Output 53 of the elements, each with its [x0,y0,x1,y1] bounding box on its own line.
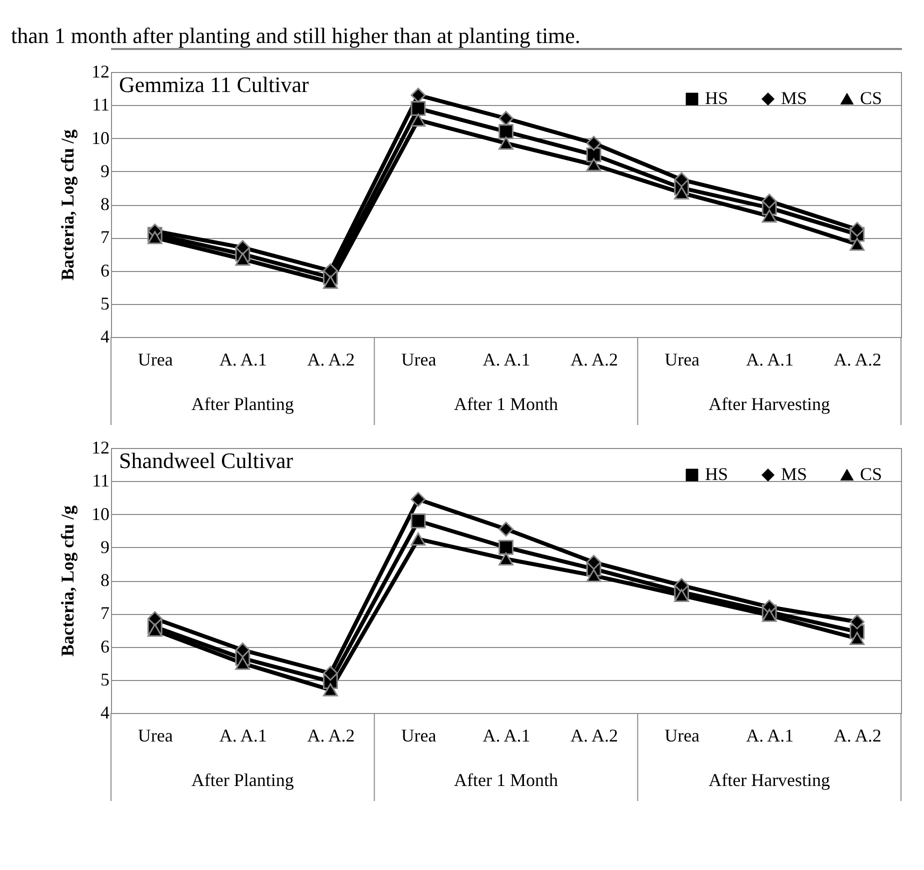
legend-label: HS [705,88,728,108]
x-tick-label: A. A.1 [482,350,530,370]
text: After 1 Month [454,770,558,790]
x-tick-label: Urea [401,726,436,746]
chart-title: Shandweel Cultivar [119,448,294,473]
y-tick-label: 7 [100,227,110,248]
legend-label: MS [781,464,808,484]
x-tick-label: A. A.1 [746,350,794,370]
text: After 1 Month [454,394,558,414]
text: After Planting [191,394,294,414]
x-tick-label: Urea [664,350,700,370]
y-tick-label: 10 [92,128,110,148]
y-tick-label: 12 [92,438,110,458]
x-tick-label: A. A.1 [746,726,794,746]
y-tick-label: 6 [100,636,110,656]
x-tick-label: A. A.2 [570,350,618,370]
y-tick-label: 5 [100,293,110,314]
text: After Harvesting [708,394,830,414]
y-tick-label: 4 [100,702,110,722]
y-tick-label: 6 [100,260,110,280]
x-tick-label: Urea [138,350,173,370]
y-axis-title: Bacteria, Log cfu /g [58,130,78,280]
y-tick-label: 9 [100,160,110,181]
x-tick-label: Urea [401,350,436,370]
x-tick-label: A. A.1 [219,350,267,370]
y-tick-label: 7 [100,603,110,624]
chart-subtitle: than 1 month after planting and still higher than at planting time. [11,23,580,48]
x-tick-label: A. A.2 [834,726,882,746]
y-tick-label: 5 [100,669,110,690]
y-tick-label: 8 [100,194,110,214]
x-tick-label: A. A.2 [570,726,618,746]
legend-label: CS [860,464,882,484]
x-tick-label: Urea [138,726,173,746]
text: After Harvesting [708,770,830,790]
text: After Planting [191,770,294,790]
y-tick-label: 11 [92,470,110,491]
y-tick-label: 8 [100,570,110,590]
legend-label: HS [705,464,728,484]
legend-label: CS [860,88,882,108]
y-tick-label: 12 [92,62,110,82]
y-tick-label: 4 [100,326,110,346]
y-tick-label: 9 [100,536,110,557]
chart-title: Gemmiza 11 Cultivar [119,72,310,97]
y-axis-title: Bacteria, Log cfu /g [58,506,78,656]
x-tick-label: A. A.2 [834,350,882,370]
x-tick-label: A. A.1 [482,726,530,746]
legend-label: MS [781,88,808,108]
y-tick-label: 10 [92,504,110,524]
x-tick-label: A. A.1 [219,726,267,746]
x-tick-label: A. A.2 [307,726,355,746]
x-tick-label: Urea [664,726,700,746]
x-tick-label: A. A.2 [307,350,355,370]
y-tick-label: 11 [92,94,110,115]
